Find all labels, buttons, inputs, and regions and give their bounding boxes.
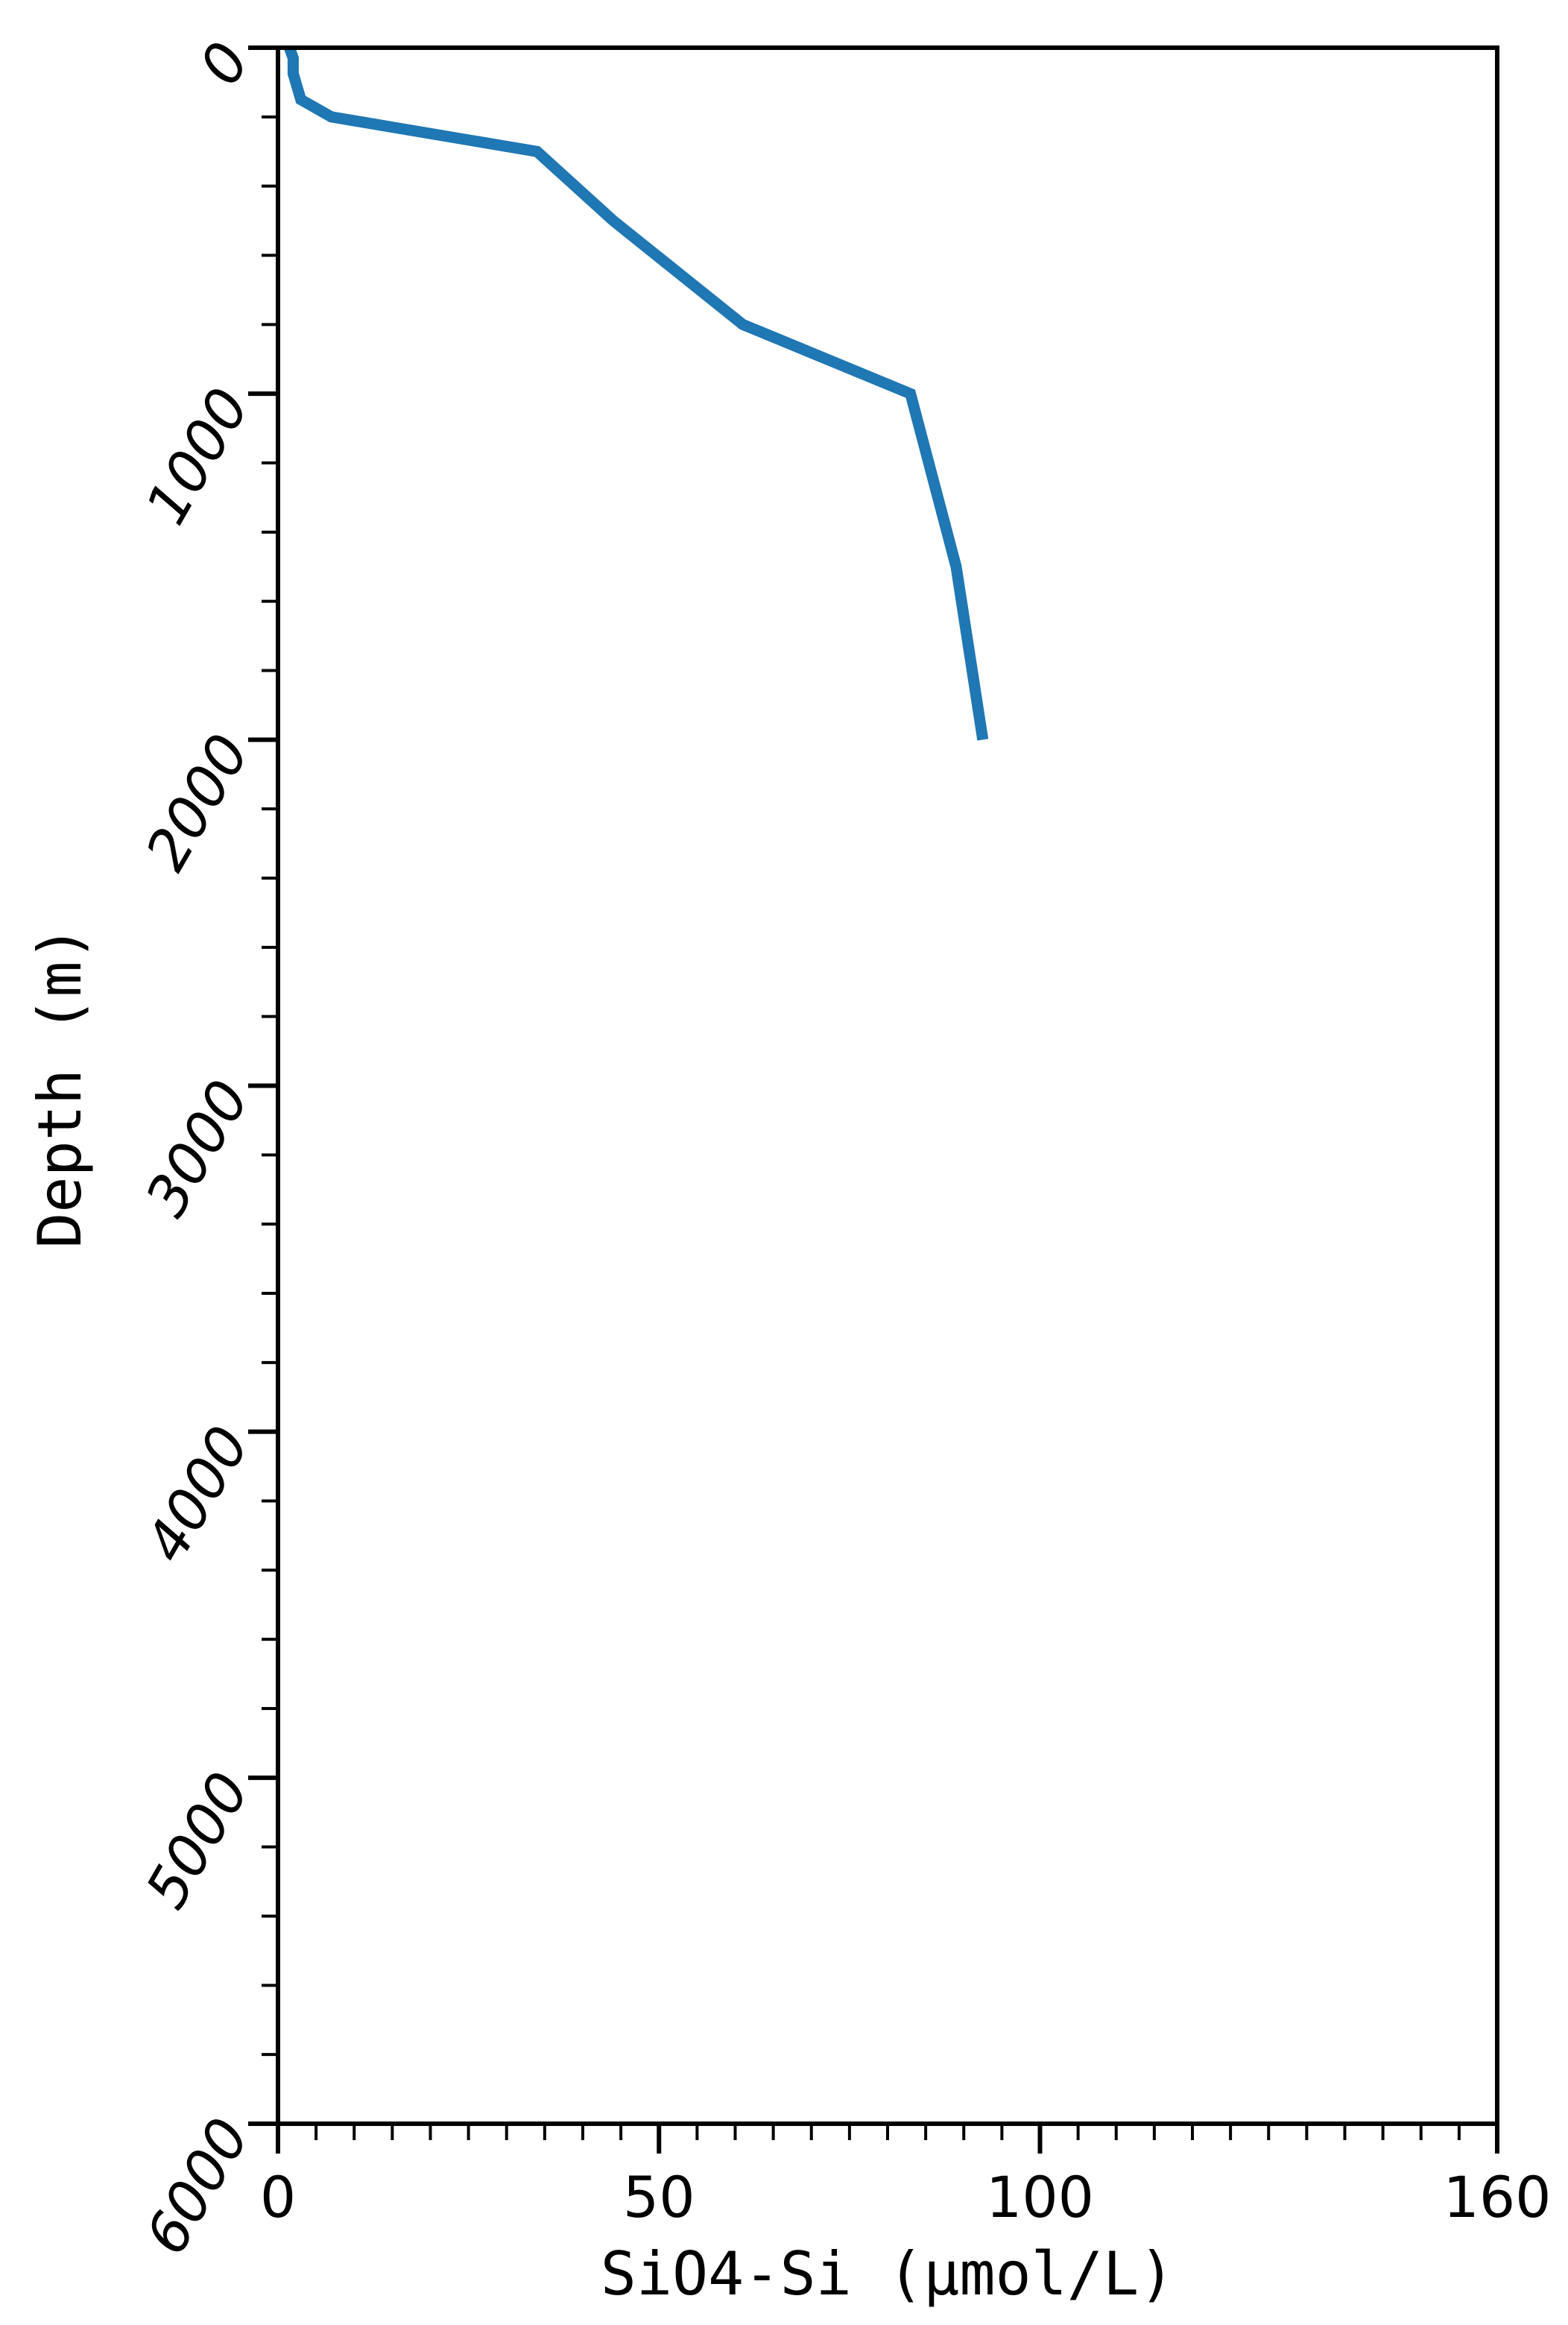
y-tick-label: 5000 [133,1761,262,1919]
y-axis-title: Depth (m) [25,925,95,1248]
y-tick-label: 3000 [133,1069,262,1227]
x-axis-title: SiO4-Si (μmol/L) [601,2239,1175,2309]
x-tick-label: 160 [1443,2164,1551,2230]
y-tick-label: 1000 [133,377,262,535]
series-line-0 [284,45,989,741]
x-tick-label: 0 [260,2164,296,2230]
minor-ticks [262,115,1461,2140]
y-tick-label: 0 [186,31,262,95]
x-tick-labels: 0 50 100 160 [260,2164,1552,2230]
x-tick-label: 100 [986,2164,1094,2230]
y-tick-label: 4000 [133,1415,262,1573]
y-tick-label: 6000 [133,2107,262,2265]
y-tick-label: 2000 [133,723,262,881]
plot-frame [276,45,1499,2126]
y-tick-labels: 0 1000 2000 3000 4000 5000 6000 [133,31,262,2265]
series-layer [284,45,989,741]
major-ticks [248,45,1499,2154]
x-tick-label: 50 [623,2164,695,2230]
